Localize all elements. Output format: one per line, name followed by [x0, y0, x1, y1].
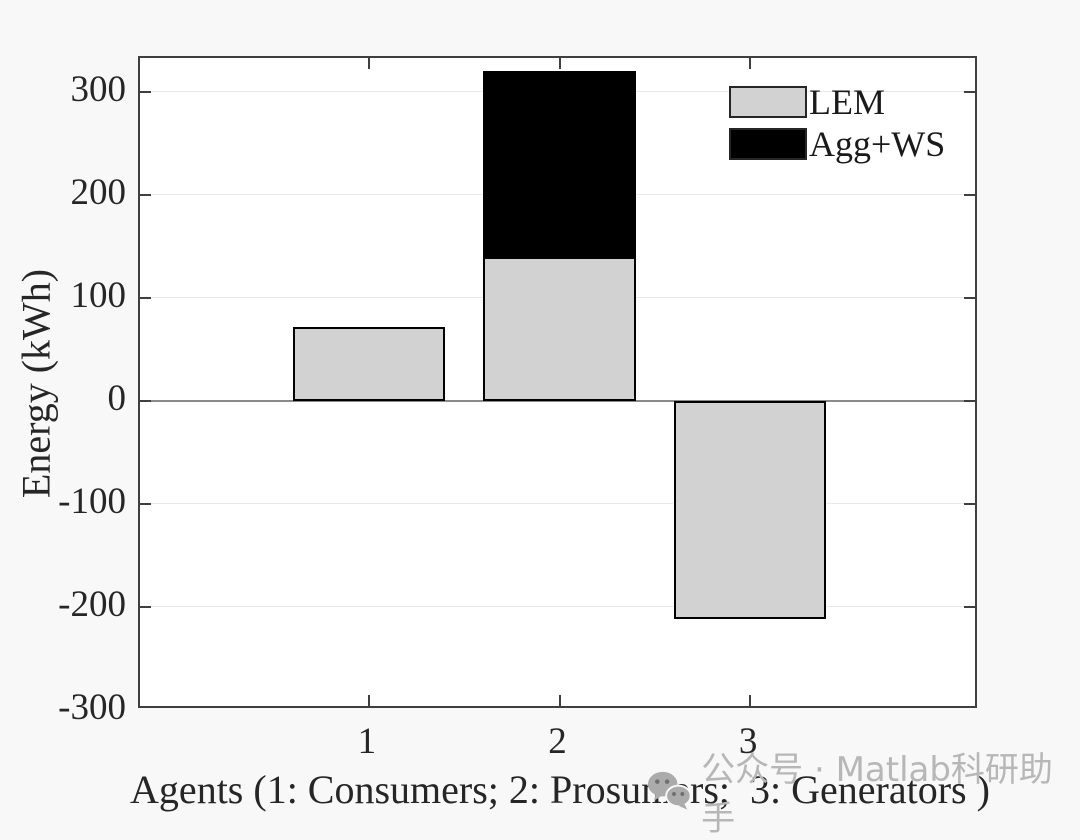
gridline-y-200	[140, 606, 975, 608]
y-tick-left-200	[140, 193, 151, 196]
y-tick-left--100	[140, 502, 151, 505]
ytick-label-0: 0	[107, 377, 127, 419]
legend-label-agg-ws: Agg+WS	[809, 124, 946, 164]
x-axis-label: Agents (1: Consumers; 2: Prosumers; 3: G…	[130, 767, 990, 812]
gridline-y-100	[140, 503, 975, 505]
y-tick-left-100	[140, 296, 151, 299]
legend-item-lem: LEM	[729, 82, 945, 122]
plot-area	[138, 56, 977, 708]
legend-swatch-agg-ws	[729, 128, 807, 160]
bar-lem-agent3	[673, 400, 827, 620]
bar-lem-agent1	[292, 326, 446, 401]
ytick-label--200: -200	[58, 583, 126, 625]
ytick-label-200: 200	[70, 171, 127, 213]
ytick-label--300: -300	[58, 687, 126, 728]
y-tick-left-300	[140, 90, 151, 93]
legend: LEM Agg+WS	[729, 82, 946, 170]
bar-aggws-agent2	[483, 71, 636, 257]
x-tick-bottom-3	[749, 695, 752, 706]
xtick-label-1: 1	[357, 721, 377, 762]
y-tick-left-0	[140, 399, 151, 402]
ytick-label-100: 100	[70, 274, 127, 316]
y-tick-right-200	[964, 193, 975, 196]
x-tick-top-3	[749, 58, 752, 69]
x-tick-top-1	[367, 58, 370, 69]
y-tick-left--200	[140, 605, 151, 608]
legend-item-agg-ws: Agg+WS	[729, 124, 946, 164]
xtick-label-3: 3	[738, 721, 758, 762]
bar-lem-agent2	[483, 256, 636, 401]
legend-label-lem: LEM	[809, 82, 885, 122]
ytick-label-300: 300	[70, 68, 127, 110]
y-tick-right-300	[964, 90, 975, 93]
y-tick-right--100	[964, 502, 975, 505]
y-tick-right-100	[964, 296, 975, 299]
y-tick-right--200	[964, 605, 975, 608]
zero-baseline	[140, 399, 975, 402]
y-tick-right-0	[964, 399, 975, 402]
legend-swatch-lem	[729, 86, 807, 118]
x-tick-bottom-1	[367, 695, 370, 706]
x-tick-bottom-2	[558, 695, 561, 706]
y-axis-label: Energy (kWh)	[13, 268, 59, 499]
xtick-label-2: 2	[548, 721, 567, 762]
x-tick-top-2	[558, 58, 561, 69]
ytick-label--100: -100	[58, 480, 126, 522]
